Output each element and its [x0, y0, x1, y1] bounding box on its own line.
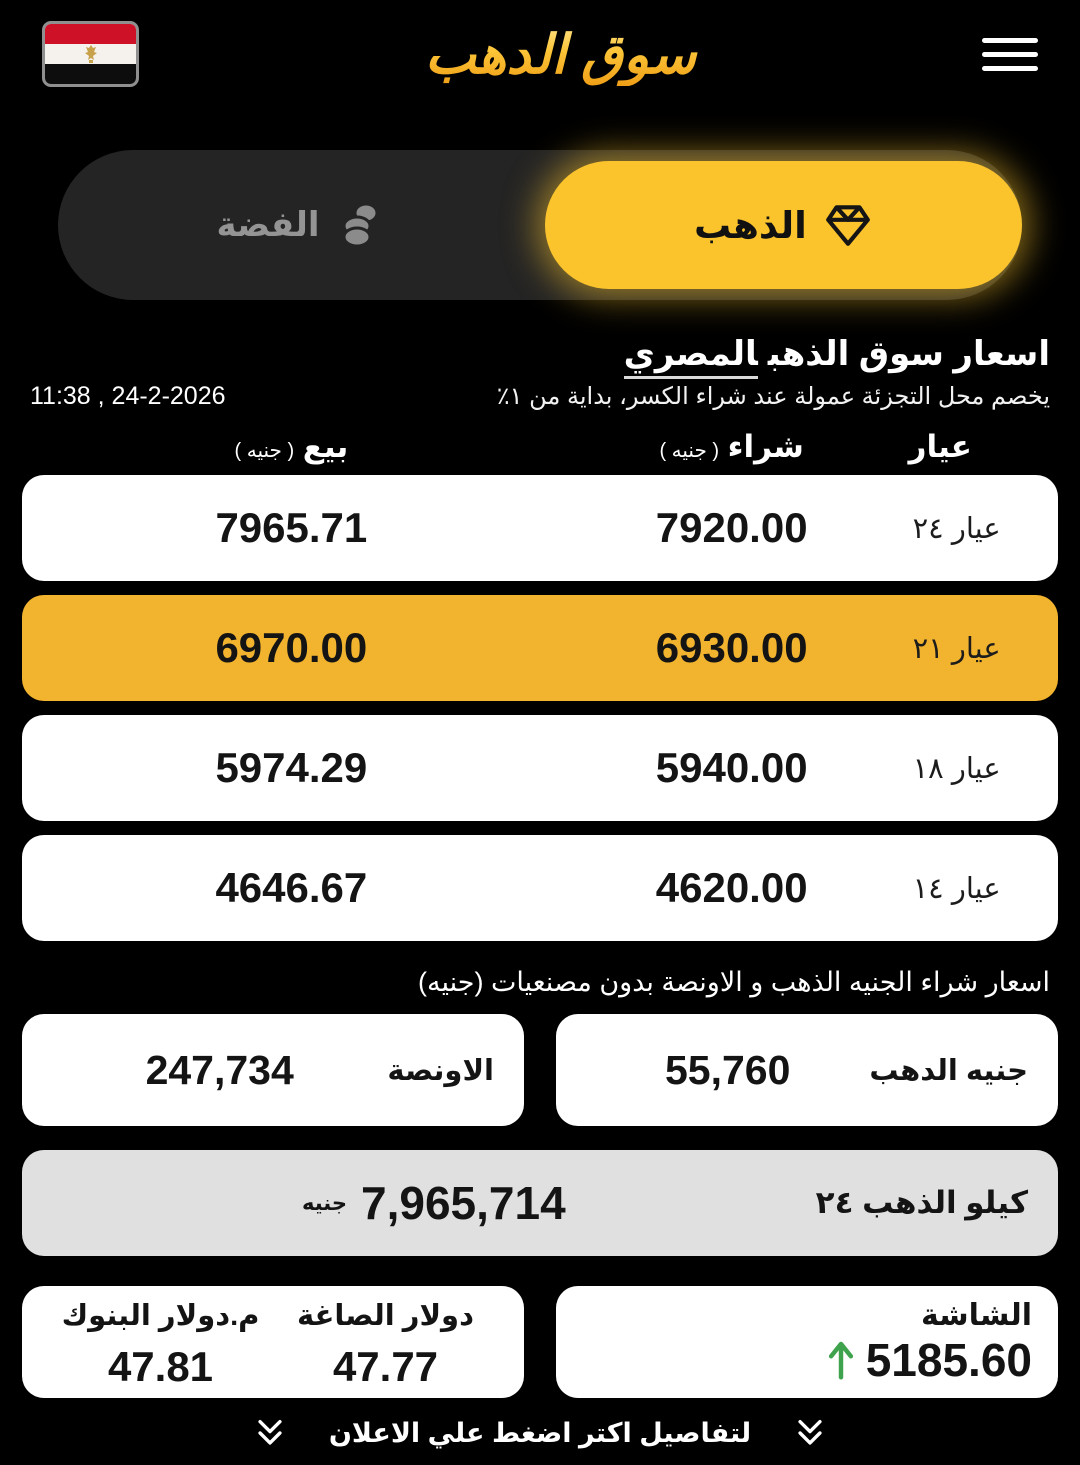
tab-silver[interactable]: الفضة	[58, 150, 540, 300]
buy-price: 7920.00	[655, 504, 808, 551]
buy-price: 6930.00	[655, 624, 808, 671]
commission-note: يخصم محل التجزئة عمولة عند شراء الكسر، ب…	[496, 383, 1050, 410]
header-karat: عيار	[908, 429, 972, 464]
arrow-up-icon	[828, 1341, 853, 1380]
header-buy: شراء ( جنيه )	[659, 429, 804, 464]
flag-red-stripe	[45, 24, 136, 44]
screen-label: الشاشة	[920, 1299, 1032, 1332]
ad-details-text: لتفاصيل اكتر اضغط علي الاعلان	[328, 1417, 752, 1448]
coins-section-title: اسعار شراء الجنيه الذهب و الاونصة بدون م…	[418, 967, 1050, 997]
buy-price: 4620.00	[655, 864, 808, 911]
sell-price: 6970.00	[215, 624, 368, 671]
gold-pound-card: جنيه الدهب 55,760	[556, 1014, 1058, 1126]
title-block: اسعار سوق الذهبالمصري يخصم محل التجزئة ع…	[30, 334, 1050, 411]
sagha-dollar: دولار الصاغة 47.77	[273, 1298, 498, 1391]
tab-gold-label: الذهب	[694, 204, 807, 246]
table-row-karat-14: عيار ١٤ 4620.00 4646.67	[22, 835, 1058, 941]
header-sell: بيع ( جنيه )	[234, 429, 349, 464]
sell-price: 7965.71	[215, 504, 368, 551]
page-title: اسعار سوق الذهبالمصري	[30, 334, 1050, 379]
app-logo: سوق الدهب	[139, 23, 982, 86]
kilo-gold-card: كيلو الذهب ٢٤ 7,965,714 جنيه	[22, 1150, 1058, 1256]
screen-value: 5185.60	[865, 1334, 1032, 1386]
ad-details-banner[interactable]: لتفاصيل اكتر اضغط علي الاعلان	[0, 1416, 1080, 1450]
dollar-rates-card: دولار الصاغة 47.77 م.دولار البنوك 47.81	[22, 1286, 524, 1398]
stats-row: الشاشة 5185.60 دولار الصاغة 47.77 م.دولا…	[22, 1286, 1058, 1398]
ounce-card: الاونصة 247,734	[22, 1014, 524, 1126]
banks-dollar: م.دولار البنوك 47.81	[48, 1298, 273, 1391]
sagha-dollar-value: 47.77	[332, 1343, 439, 1390]
flag-white-stripe	[45, 44, 136, 64]
gem-icon	[823, 200, 873, 250]
kilo-label: كيلو الذهب ٢٤	[815, 1185, 1028, 1220]
metal-toggle: الفضة الذهب	[58, 150, 1022, 300]
coins-cards: جنيه الدهب 55,760 الاونصة 247,734	[22, 1014, 1058, 1126]
table-row-karat-21-highlighted: عيار ٢١ 6930.00 6970.00	[22, 595, 1058, 701]
banks-dollar-label: م.دولار البنوك	[61, 1300, 260, 1332]
price-table-header: عيار شراء ( جنيه ) بيع ( جنيه )	[22, 429, 1058, 465]
ounce-label: الاونصة	[387, 1054, 494, 1087]
screen-price-card: الشاشة 5185.60	[556, 1286, 1058, 1398]
gold-pound-label: جنيه الدهب	[869, 1054, 1028, 1087]
kilo-unit: جنيه	[302, 1191, 348, 1215]
flag-black-stripe	[45, 64, 136, 84]
price-table: عيار ٢٤ 7920.00 7965.71 عيار ٢١ 6930.00 …	[22, 475, 1058, 941]
sell-price: 5974.29	[215, 744, 368, 791]
banks-dollar-value: 47.81	[107, 1343, 214, 1390]
last-updated-timestamp: 11:38 , 24-2-2026	[30, 382, 226, 410]
sagha-dollar-label: دولار الصاغة	[297, 1300, 474, 1332]
double-chevron-down-icon	[258, 1419, 282, 1445]
tab-silver-label: الفضة	[216, 206, 320, 244]
top-bar: سوق الدهب	[0, 0, 1080, 108]
table-row-karat-24: عيار ٢٤ 7920.00 7965.71	[22, 475, 1058, 581]
egypt-flag[interactable]	[42, 21, 139, 87]
eagle-of-saladin-icon	[84, 45, 97, 63]
double-chevron-down-icon	[798, 1419, 822, 1445]
kilo-value: 7,965,714	[361, 1177, 566, 1229]
menu-icon[interactable]	[982, 37, 1038, 71]
buy-price: 5940.00	[655, 744, 808, 791]
coins-icon	[336, 202, 382, 248]
gold-pound-value: 55,760	[664, 1046, 791, 1093]
sell-price: 4646.67	[215, 864, 368, 911]
table-row-karat-18: عيار ١٨ 5940.00 5974.29	[22, 715, 1058, 821]
tab-gold[interactable]: الذهب	[544, 161, 1022, 289]
ounce-value: 247,734	[145, 1046, 294, 1093]
